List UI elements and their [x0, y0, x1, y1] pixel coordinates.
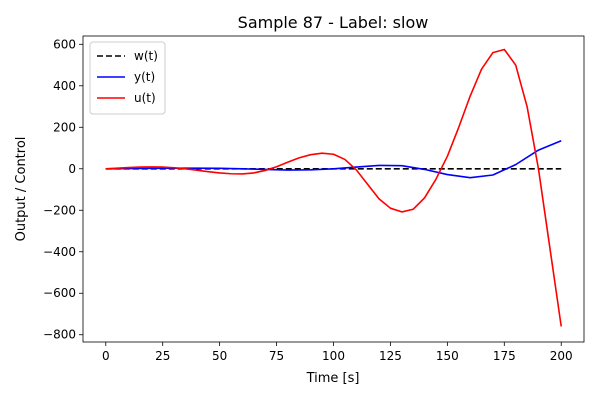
legend-label: u(t): [134, 91, 156, 105]
x-axis-label: Time [s]: [306, 371, 360, 386]
x-tick-label: 50: [212, 349, 227, 363]
y-tick-label: 400: [53, 79, 76, 93]
x-tick-label: 100: [322, 349, 345, 363]
x-tick-label: 125: [379, 349, 402, 363]
y-tick-label: −200: [43, 203, 76, 217]
series-lines: [105, 48, 563, 327]
legend-label: w(t): [134, 49, 158, 63]
x-tick-label: 25: [155, 349, 170, 363]
y-tick-label: 200: [53, 120, 76, 134]
y-tick-label: −800: [43, 328, 76, 342]
y-tick-label: 0: [68, 162, 76, 176]
y-axis-label: Output / Control: [14, 137, 29, 242]
chart-title: Sample 87 - Label: slow: [238, 13, 429, 32]
x-tick-label: 150: [436, 349, 459, 363]
series-line-ut: [105, 48, 563, 327]
y-tick-label: 600: [53, 37, 76, 51]
x-tick-label: 175: [493, 349, 516, 363]
x-tick-label: 200: [550, 349, 573, 363]
x-axis: 0 25 50 75 100 125 150 175 200: [102, 342, 573, 363]
legend-box: [89, 41, 166, 115]
y-axis: −800 −600 −400 −200 0 200 400 600: [43, 37, 83, 342]
y-tick-label: −400: [43, 245, 76, 259]
legend-label: y(t): [134, 70, 155, 84]
x-tick-label: 75: [269, 349, 284, 363]
x-tick-label: 0: [102, 349, 110, 363]
legend: w(t) y(t) u(t): [89, 41, 166, 115]
y-tick-label: −600: [43, 286, 76, 300]
